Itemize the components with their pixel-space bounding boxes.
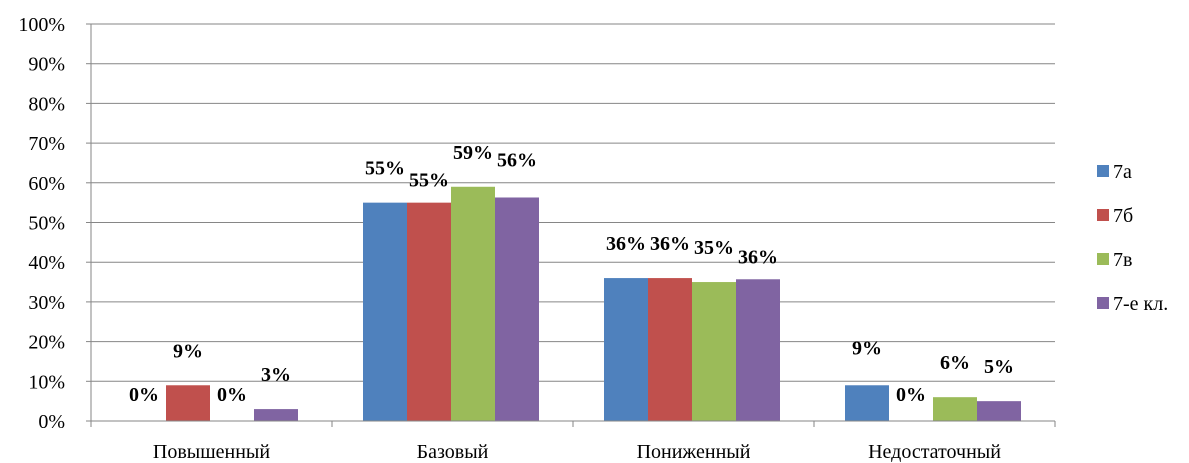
data-label: 0% bbox=[129, 384, 159, 406]
data-label: 56% bbox=[497, 149, 537, 171]
bar bbox=[845, 385, 889, 421]
bar bbox=[407, 202, 451, 421]
data-label: 9% bbox=[852, 337, 882, 359]
data-label: 0% bbox=[217, 384, 247, 406]
data-label: 36% bbox=[738, 246, 778, 268]
bar bbox=[648, 278, 692, 421]
bar bbox=[692, 282, 736, 421]
y-tick-label: 30% bbox=[28, 292, 65, 314]
y-tick-label: 0% bbox=[38, 411, 65, 433]
bar bbox=[166, 385, 210, 421]
bars bbox=[166, 186, 1021, 421]
legend-swatch bbox=[1097, 253, 1109, 265]
data-label: 36% bbox=[650, 233, 690, 255]
bar bbox=[495, 197, 539, 421]
legend-label: 7в bbox=[1113, 249, 1132, 271]
data-labels: 0% 55% 36% 9% 9% 55% 36% 0% 0% 59% 35% 6% 3% 56% 36% 5% bbox=[129, 142, 1014, 406]
data-label: 9% bbox=[173, 340, 203, 362]
y-tick-label: 40% bbox=[28, 252, 65, 274]
data-label: 55% bbox=[409, 170, 449, 192]
legend-label: 7а bbox=[1113, 161, 1132, 183]
legend-swatch bbox=[1097, 209, 1109, 221]
data-label: 55% bbox=[365, 158, 405, 180]
axes bbox=[90, 24, 1056, 427]
bar bbox=[254, 409, 298, 421]
data-label: 0% bbox=[896, 384, 926, 406]
y-tick-label: 90% bbox=[28, 54, 65, 76]
bar bbox=[736, 279, 780, 421]
data-label: 59% bbox=[453, 142, 493, 164]
bar bbox=[451, 186, 495, 421]
legend-label: 7-е кл. bbox=[1113, 293, 1168, 315]
data-label: 36% bbox=[606, 233, 646, 255]
legend: 7а 7б 7в 7-е кл. bbox=[1097, 161, 1168, 315]
y-tick-label: 20% bbox=[28, 332, 65, 354]
y-tick-label: 50% bbox=[28, 213, 65, 235]
y-tick-label: 100% bbox=[18, 14, 65, 36]
data-label: 5% bbox=[984, 356, 1014, 378]
data-label: 35% bbox=[694, 237, 734, 259]
bar bbox=[977, 401, 1021, 421]
y-tick-label: 60% bbox=[28, 173, 65, 195]
legend-swatch bbox=[1097, 165, 1109, 177]
x-category-label: Пониженный bbox=[637, 441, 751, 463]
bar bbox=[933, 397, 977, 421]
x-category-label: Недостаточный bbox=[868, 441, 1001, 463]
x-category-label: Повышенный bbox=[153, 441, 270, 463]
data-label: 6% bbox=[940, 352, 970, 374]
y-tick-label: 80% bbox=[28, 93, 65, 115]
x-axis-category-labels: Повышенный Базовый Пониженный Недостаточный bbox=[153, 441, 1001, 463]
y-axis-tick-labels: 0% 10% 20% 30% 40% 50% 60% 70% 80% 90% 100% bbox=[18, 14, 65, 433]
bar bbox=[363, 202, 407, 421]
bar bbox=[604, 278, 648, 421]
gridlines bbox=[86, 23, 1055, 422]
legend-label: 7б bbox=[1113, 205, 1133, 227]
x-category-label: Базовый bbox=[417, 441, 489, 463]
y-tick-label: 70% bbox=[28, 133, 65, 155]
y-tick-label: 10% bbox=[28, 371, 65, 393]
data-label: 3% bbox=[261, 364, 291, 386]
legend-swatch bbox=[1097, 297, 1109, 309]
